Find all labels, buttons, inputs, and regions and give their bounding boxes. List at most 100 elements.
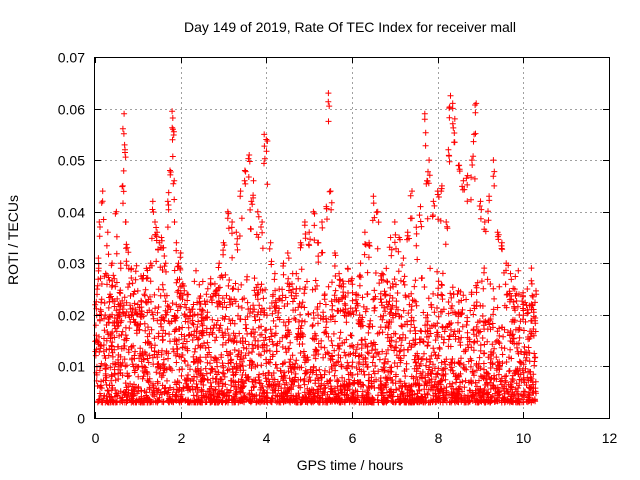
data-point: [203, 398, 210, 405]
data-point: [334, 377, 341, 383]
data-point: [183, 338, 190, 345]
data-point: [295, 304, 302, 311]
data-point: [360, 361, 367, 368]
data-point: [495, 371, 502, 378]
data-point: [184, 347, 191, 354]
data-point: [166, 331, 173, 338]
data-point: [384, 279, 391, 286]
data-point: [514, 303, 521, 310]
data-point: [292, 307, 299, 314]
data-point: [473, 282, 479, 289]
data-point: [279, 344, 286, 350]
data-point: [468, 393, 475, 400]
y-tick-label: 0: [77, 411, 85, 427]
data-point: [326, 103, 333, 110]
data-point: [432, 351, 439, 358]
data-point: [130, 291, 137, 298]
data-point: [415, 365, 421, 372]
data-point: [292, 370, 299, 377]
data-point: [119, 182, 126, 189]
data-point: [242, 168, 249, 175]
data-point: [445, 299, 452, 305]
data-point: [359, 294, 366, 301]
data-point: [264, 138, 271, 144]
data-point: [174, 350, 181, 357]
data-point: [412, 359, 419, 366]
data-point: [154, 397, 161, 404]
data-point: [261, 143, 268, 150]
data-point: [424, 312, 431, 318]
data-point: [408, 303, 415, 310]
data-point: [135, 363, 142, 370]
data-point: [150, 384, 157, 391]
x-tick-label: 8: [435, 430, 443, 446]
data-point: [421, 382, 428, 389]
data-point: [260, 295, 267, 302]
data-point: [402, 334, 409, 341]
data-point: [501, 345, 508, 352]
data-point: [402, 373, 409, 380]
data-point: [533, 291, 540, 298]
data-point: [145, 378, 152, 385]
data-point: [309, 286, 316, 293]
data-point: [285, 327, 291, 333]
data-point: [442, 397, 449, 404]
data-point: [207, 275, 214, 282]
data-point: [421, 116, 428, 123]
data-point: [470, 311, 477, 318]
data-point: [105, 304, 112, 311]
data-point: [200, 388, 206, 395]
data-point: [264, 399, 271, 406]
data-point: [298, 266, 305, 273]
data-point: [176, 303, 183, 310]
data-point: [245, 341, 252, 348]
x-tick-label: 4: [263, 430, 271, 446]
data-point: [387, 284, 394, 291]
data-point: [221, 242, 228, 249]
data-point: [250, 194, 257, 201]
data-point: [207, 379, 214, 386]
data-point: [473, 367, 480, 374]
data-point: [268, 382, 275, 389]
data-point: [92, 322, 99, 329]
data-point: [424, 318, 431, 325]
data-point: [152, 219, 158, 225]
data-point: [335, 342, 342, 349]
data-point: [152, 342, 158, 349]
data-point: [351, 380, 358, 387]
data-point: [146, 264, 153, 271]
data-point: [394, 363, 401, 370]
data-point: [467, 307, 474, 314]
data-point: [244, 273, 251, 280]
data-point: [328, 298, 335, 305]
data-point: [402, 294, 409, 301]
data-point: [142, 364, 149, 371]
data-point: [141, 388, 148, 395]
data-point: [131, 369, 138, 376]
data-point: [207, 294, 214, 300]
data-point: [388, 252, 395, 259]
data-point: [453, 376, 460, 383]
data-point: [529, 292, 536, 299]
data-point: [506, 288, 513, 295]
data-point: [286, 318, 292, 325]
data-point: [438, 359, 445, 366]
data-point: [203, 370, 210, 377]
data-point: [489, 341, 496, 348]
data-point: [199, 306, 206, 313]
data-point: [174, 289, 181, 296]
data-point: [154, 361, 161, 368]
data-point: [108, 293, 114, 300]
data-point: [476, 389, 483, 396]
y-tick-label: 0.06: [58, 102, 85, 118]
data-point: [221, 373, 228, 380]
data-point: [400, 307, 407, 314]
data-point: [501, 394, 508, 401]
data-point: [412, 277, 419, 284]
data-point: [471, 372, 477, 379]
data-point: [525, 377, 532, 384]
data-point: [115, 363, 122, 370]
data-point: [487, 281, 494, 287]
data-point: [120, 188, 127, 195]
data-point: [119, 125, 126, 132]
